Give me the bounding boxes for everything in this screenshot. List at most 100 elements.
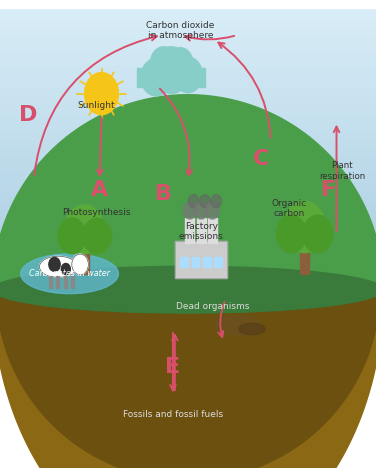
Bar <box>0 136 376 139</box>
Bar <box>0 4 376 7</box>
Bar <box>0 239 376 241</box>
Text: Carbon dioxide
in atmosphere: Carbon dioxide in atmosphere <box>146 21 215 40</box>
Polygon shape <box>0 290 376 468</box>
Bar <box>0 278 376 280</box>
Bar <box>0 190 376 193</box>
Bar <box>137 68 205 87</box>
Bar <box>0 141 376 144</box>
Circle shape <box>188 195 199 208</box>
Bar <box>0 202 376 205</box>
Bar <box>0 48 376 51</box>
Bar <box>0 12 376 15</box>
Bar <box>0 180 376 183</box>
Bar <box>0 122 376 124</box>
Bar <box>0 234 376 236</box>
Bar <box>0 258 376 261</box>
Bar <box>0 26 376 29</box>
Bar <box>0 19 376 22</box>
Bar <box>0 0 376 9</box>
Text: F: F <box>321 180 337 199</box>
Bar <box>0 82 376 85</box>
Bar <box>0 109 376 112</box>
Bar <box>0 102 376 105</box>
Bar <box>0 134 376 137</box>
Bar <box>0 217 376 219</box>
Ellipse shape <box>239 323 265 335</box>
Circle shape <box>194 202 208 219</box>
Bar <box>0 251 376 254</box>
Bar <box>0 119 376 122</box>
Circle shape <box>141 58 171 96</box>
Bar <box>0 14 376 17</box>
Bar <box>0 163 376 166</box>
Bar <box>0 31 376 34</box>
Circle shape <box>61 263 70 275</box>
Bar <box>0 268 376 271</box>
Bar <box>0 104 376 107</box>
Bar <box>214 257 222 267</box>
Bar <box>0 7 376 10</box>
Bar <box>0 75 376 78</box>
Bar <box>0 205 376 207</box>
Bar <box>0 231 376 234</box>
Circle shape <box>83 218 111 254</box>
Bar <box>0 53 376 56</box>
Bar <box>0 100 376 102</box>
Bar <box>0 22 376 24</box>
Bar <box>0 34 376 37</box>
Bar <box>0 44 376 46</box>
Bar <box>0 165 376 168</box>
Bar <box>0 219 376 222</box>
Ellipse shape <box>21 254 118 294</box>
Bar <box>0 275 376 278</box>
Bar <box>0 185 376 188</box>
Bar <box>0 280 376 283</box>
Bar <box>0 177 376 181</box>
Text: Organic
carbon: Organic carbon <box>272 198 307 218</box>
Bar <box>0 129 376 132</box>
Bar <box>0 175 376 178</box>
Bar <box>0 112 376 115</box>
Bar <box>192 257 199 267</box>
Text: A: A <box>91 180 108 199</box>
Text: Factory
emissions: Factory emissions <box>179 222 224 241</box>
Bar <box>0 97 376 100</box>
Bar <box>71 276 74 288</box>
Circle shape <box>49 257 60 271</box>
Bar <box>208 218 217 243</box>
Bar <box>0 227 376 229</box>
Bar <box>0 260 376 263</box>
Bar <box>64 276 67 288</box>
Bar <box>0 243 376 246</box>
Circle shape <box>303 215 333 253</box>
Text: Fossils and fossil fuels: Fossils and fossil fuels <box>123 410 223 419</box>
Text: Photosynthesis: Photosynthesis <box>62 208 130 218</box>
Circle shape <box>284 201 325 253</box>
Bar <box>0 73 376 76</box>
Bar <box>0 88 376 90</box>
Bar <box>175 241 227 278</box>
Bar <box>185 218 194 243</box>
Bar <box>0 41 376 44</box>
Bar <box>0 273 376 276</box>
Circle shape <box>152 47 190 94</box>
Bar <box>0 139 376 141</box>
Bar <box>0 212 376 214</box>
Ellipse shape <box>39 256 77 277</box>
Bar <box>0 158 376 161</box>
Circle shape <box>65 205 104 254</box>
Bar <box>0 78 376 80</box>
Bar <box>197 218 206 243</box>
Bar <box>0 92 376 95</box>
Circle shape <box>211 195 221 208</box>
Circle shape <box>72 254 88 275</box>
Bar <box>0 131 376 134</box>
Bar <box>0 155 376 159</box>
Circle shape <box>200 195 210 208</box>
Bar <box>0 60 376 63</box>
Bar <box>0 214 376 217</box>
Bar <box>0 285 376 288</box>
Bar <box>0 16 376 20</box>
Bar <box>0 143 376 146</box>
Bar <box>0 270 376 273</box>
